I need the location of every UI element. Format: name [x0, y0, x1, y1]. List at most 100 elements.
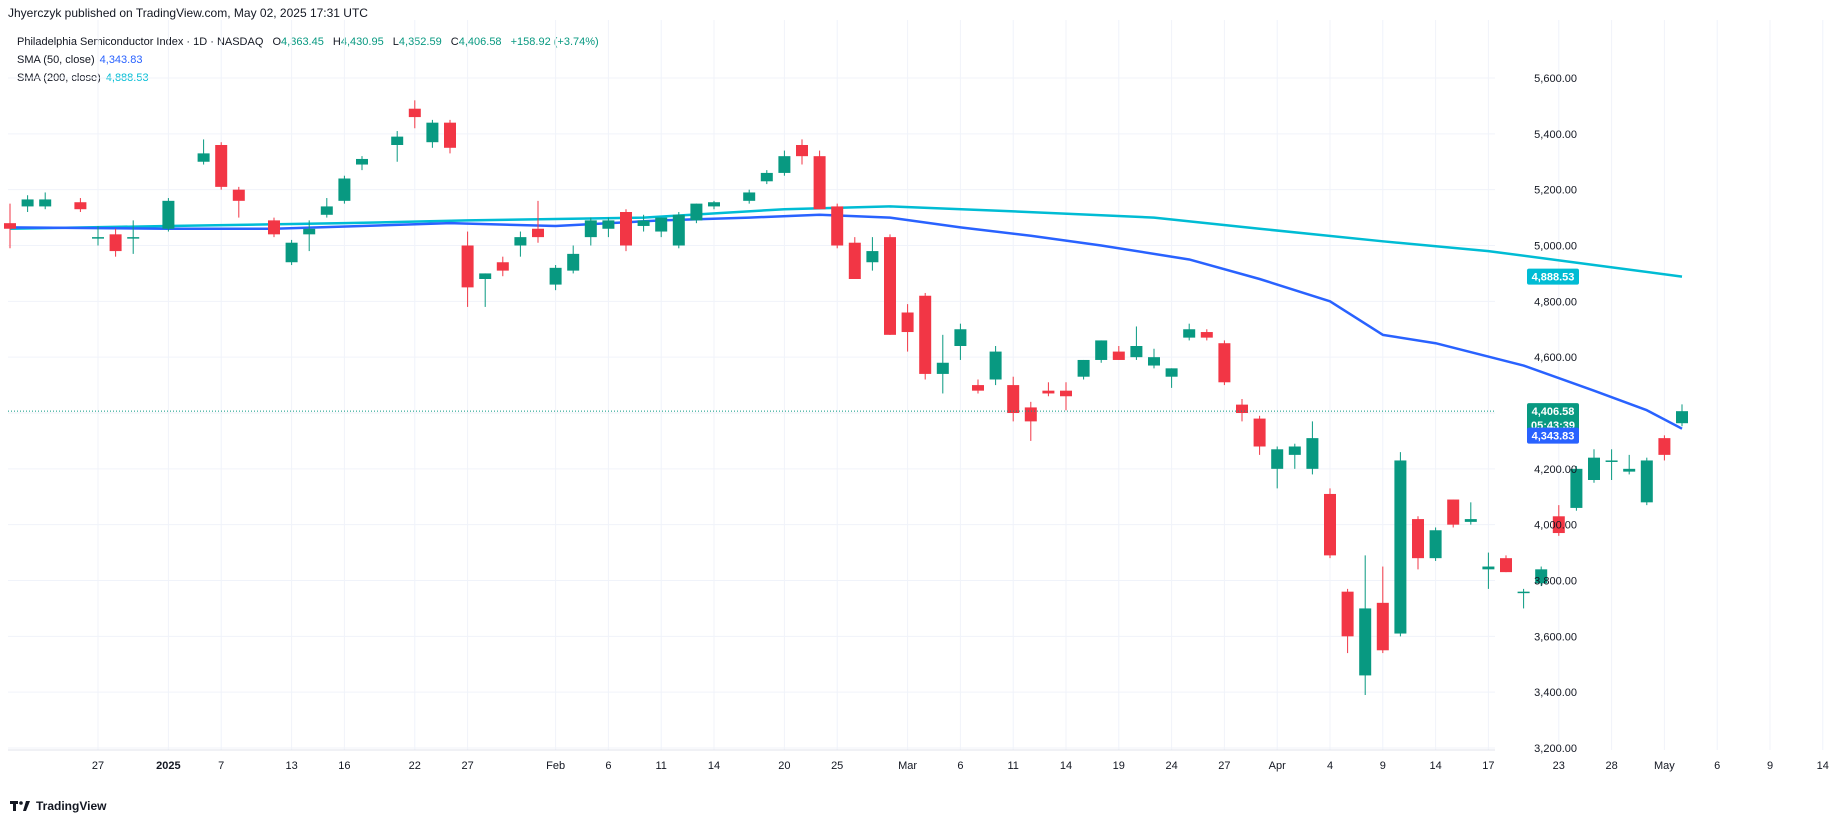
candle	[408, 100, 421, 129]
candle	[884, 234, 896, 335]
candle-body	[1552, 516, 1565, 534]
candle	[1271, 446, 1284, 489]
time-tick-label: 6	[957, 760, 963, 772]
candle	[1183, 323, 1196, 341]
sma50-legend-row[interactable]: SMA (50, close) 4,343.83	[17, 51, 599, 69]
price-chart[interactable]: 3,200.00 3,400.00 3,600.00 3,800.00 4,000.00…	[0, 0, 1835, 790]
candle-body	[1500, 558, 1512, 573]
candle-body	[1077, 359, 1090, 377]
candle-body	[655, 217, 668, 232]
time-tick-label: 27	[1218, 760, 1230, 772]
sma200-layer	[9, 205, 1683, 278]
candle-body	[1024, 407, 1037, 422]
candle-body	[813, 156, 826, 210]
candle	[4, 203, 16, 249]
candle-body	[1130, 346, 1143, 358]
low-label: L	[392, 36, 399, 48]
candle	[831, 203, 844, 249]
candle-body	[21, 199, 34, 207]
candle	[584, 217, 597, 246]
time-tick-label: 14	[1429, 760, 1441, 772]
time-tick-label: 17	[1482, 760, 1494, 772]
candle-body	[1676, 411, 1688, 424]
sma200-line	[9, 205, 1683, 278]
candle	[1060, 382, 1072, 411]
time-tick-label: 22	[409, 760, 421, 772]
candle	[655, 217, 668, 238]
candle	[320, 198, 333, 218]
candle-body	[1271, 449, 1284, 469]
candle	[796, 139, 808, 165]
candle	[1165, 368, 1178, 388]
candle	[690, 203, 703, 224]
candle-body	[338, 178, 351, 201]
time-tick-label: 9	[1380, 760, 1386, 772]
candle-body	[954, 329, 967, 346]
last-price-tag-text: 4,406.58	[1532, 406, 1575, 418]
candle-body	[1482, 566, 1495, 570]
candle-body	[1007, 385, 1020, 413]
candle	[338, 175, 351, 204]
candle-body	[1376, 602, 1389, 651]
candle-body	[461, 245, 474, 288]
candle-body	[1605, 460, 1618, 462]
candle-body	[972, 385, 984, 391]
price-tick-label: 3,800.00	[1534, 576, 1577, 588]
candle-body	[760, 172, 773, 182]
candle	[1341, 588, 1354, 654]
candle	[74, 198, 87, 212]
sma50-label: SMA (50, close)	[17, 54, 95, 66]
candle	[461, 231, 474, 307]
sma50-price-tag-text: 4,343.83	[1532, 431, 1575, 443]
candle	[637, 214, 650, 232]
candle	[1095, 340, 1108, 363]
time-tick-label: 4	[1327, 760, 1333, 772]
candle	[1200, 329, 1213, 341]
candle	[954, 323, 967, 360]
candle	[1077, 359, 1090, 380]
symbol-title[interactable]: Philadelphia Semiconductor Index · 1D · …	[17, 36, 264, 48]
published-by-line: Jhyerczyk published on TradingView.com, …	[8, 6, 368, 20]
time-tick-label: 14	[1817, 760, 1829, 772]
candle	[268, 217, 280, 238]
candle-body	[532, 228, 544, 238]
candle-body	[1218, 343, 1231, 383]
candle-body	[672, 214, 685, 246]
footer-brand-text: TradingView	[36, 799, 107, 813]
candle-body	[848, 242, 861, 279]
time-axis[interactable]: 27 2025 7 13 16 22 27 Feb 6 11 14 20 25 Mar 6 11 14 19 24 2…	[92, 760, 1829, 772]
candle-body	[584, 220, 597, 238]
candle	[778, 150, 791, 176]
time-tick-label: 24	[1165, 760, 1177, 772]
candle	[672, 212, 685, 249]
candle	[1552, 505, 1565, 536]
candle	[760, 170, 773, 185]
candle	[1112, 346, 1125, 360]
candle-body	[408, 108, 421, 118]
candle-body	[743, 192, 756, 201]
candle-body	[356, 158, 368, 165]
price-tick-label: 5,400.00	[1534, 129, 1577, 141]
candle-body	[1588, 457, 1600, 480]
price-tick-label: 4,800.00	[1534, 296, 1577, 308]
change-value: +158.92 (+3.74%)	[510, 36, 599, 48]
candle-body	[426, 122, 439, 143]
price-tick-label: 4,600.00	[1534, 352, 1577, 364]
candle-body	[444, 122, 456, 148]
candle	[901, 304, 914, 352]
price-axis[interactable]: 3,200.00 3,400.00 3,600.00 3,800.00 4,000.00…	[1534, 73, 1577, 755]
candle	[1253, 415, 1266, 455]
candle	[602, 217, 615, 238]
candle-body	[1236, 404, 1248, 413]
candle	[1007, 376, 1020, 422]
candle	[1288, 443, 1301, 469]
time-tick-label: 28	[1605, 760, 1617, 772]
sma200-price-tag-text: 4,888.53	[1532, 272, 1575, 284]
candle-body	[919, 295, 932, 374]
candle	[232, 186, 245, 218]
footer-brand[interactable]: TradingView	[10, 799, 106, 813]
candle-body	[690, 203, 703, 221]
candle-body	[1095, 340, 1108, 360]
candle	[1588, 449, 1600, 483]
low-value: 4,352.59	[398, 36, 442, 48]
